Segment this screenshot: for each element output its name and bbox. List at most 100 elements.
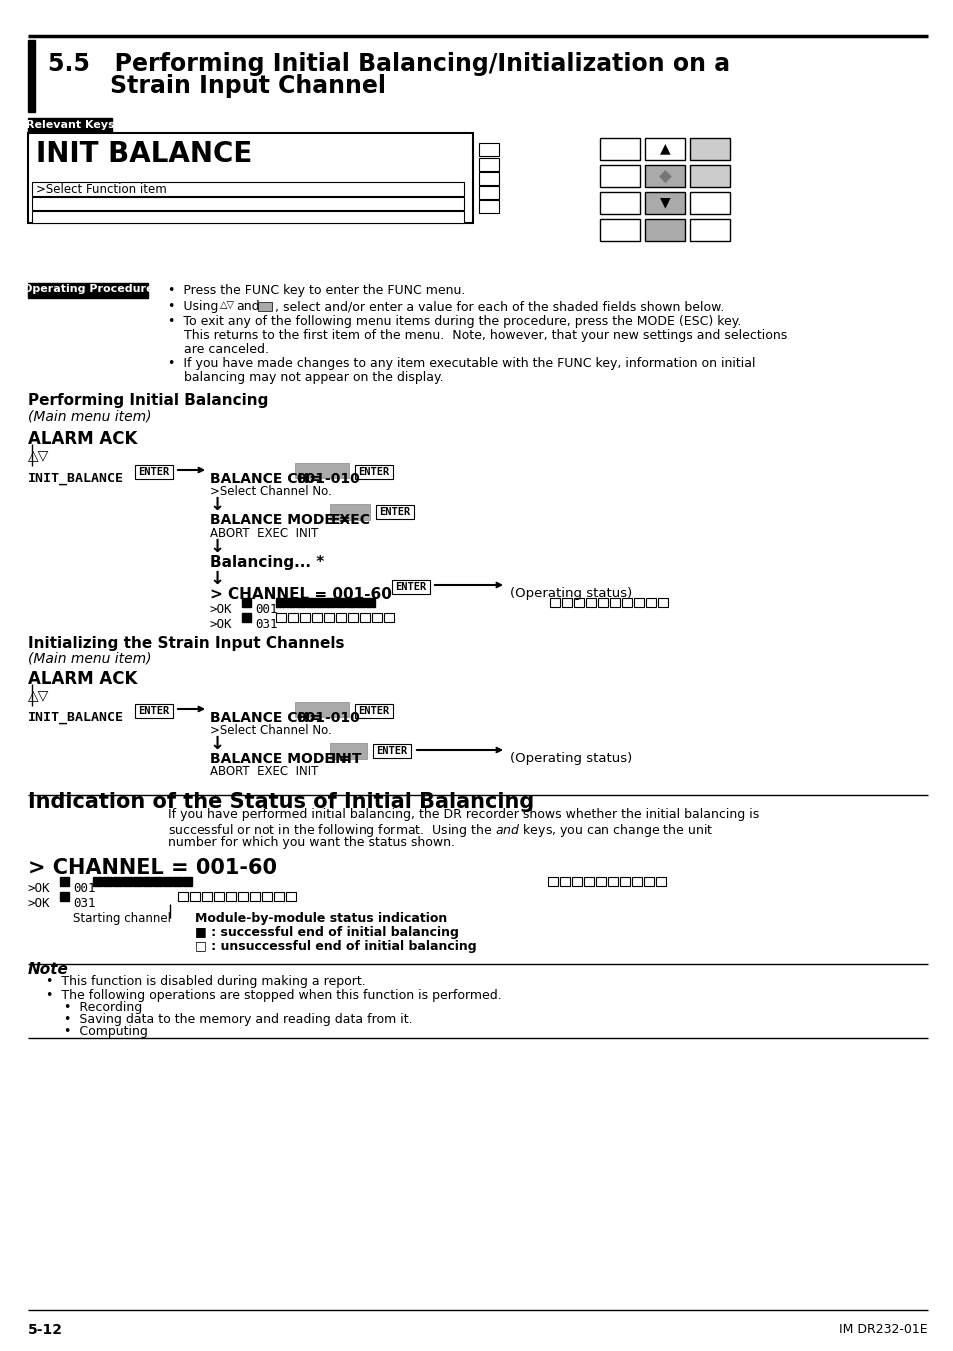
Text: □ : unsuccessful end of initial balancing: □ : unsuccessful end of initial balancin…	[194, 940, 476, 952]
Text: ◆: ◆	[658, 168, 671, 186]
Text: BALANCE CH=: BALANCE CH=	[210, 711, 320, 725]
Text: INIT_BALANCE: INIT_BALANCE	[28, 471, 124, 485]
Text: >Select Channel No.: >Select Channel No.	[210, 724, 332, 738]
Text: Module-by-module status indication: Module-by-module status indication	[194, 912, 447, 925]
Bar	[634, 598, 643, 607]
Text: 001-010: 001-010	[295, 711, 359, 725]
Text: 5.5   Performing Initial Balancing/Initialization on a: 5.5 Performing Initial Balancing/Initial…	[48, 51, 729, 76]
Text: INIT BALANCE: INIT BALANCE	[36, 141, 252, 168]
Text: ENTER: ENTER	[358, 707, 389, 716]
Text: (Main menu item): (Main menu item)	[28, 653, 152, 666]
Bar	[295, 598, 305, 607]
Bar	[60, 877, 69, 886]
Bar	[375, 505, 414, 519]
Bar	[372, 613, 381, 621]
Text: >OK: >OK	[210, 603, 233, 616]
Bar	[306, 598, 314, 607]
Bar	[384, 613, 394, 621]
Bar	[644, 138, 684, 159]
Text: Balancing... *: Balancing... *	[210, 555, 324, 570]
Text: (Main menu item): (Main menu item)	[28, 409, 152, 424]
Text: 5-12: 5-12	[28, 1323, 63, 1337]
Bar	[28, 118, 112, 132]
Bar	[559, 877, 569, 886]
Bar	[598, 598, 607, 607]
Text: BALANCE MODE =: BALANCE MODE =	[210, 753, 355, 766]
Bar	[172, 877, 182, 886]
Bar	[478, 172, 498, 185]
Text: > CHANNEL = 001-60: > CHANNEL = 001-60	[210, 586, 392, 603]
Bar	[645, 598, 656, 607]
Bar	[689, 192, 729, 213]
Bar	[478, 158, 498, 172]
Text: 001: 001	[73, 882, 95, 894]
Bar	[286, 892, 295, 901]
Bar	[152, 877, 162, 886]
Bar	[478, 143, 498, 155]
Bar	[644, 219, 684, 240]
Text: ABORT  EXEC  INIT: ABORT EXEC INIT	[210, 527, 318, 540]
Text: ↓: ↓	[210, 496, 225, 513]
Text: INIT_BALANCE: INIT_BALANCE	[28, 711, 124, 724]
Text: •  The following operations are stopped when this function is performed.: • The following operations are stopped w…	[46, 989, 501, 1002]
Text: BALANCE MODE =: BALANCE MODE =	[210, 513, 355, 527]
Bar	[135, 465, 172, 480]
Bar	[599, 165, 639, 186]
Bar	[288, 613, 297, 621]
Text: △▽: △▽	[28, 688, 50, 703]
Bar	[621, 598, 631, 607]
Bar	[143, 877, 152, 886]
Bar	[190, 892, 200, 901]
Bar	[92, 877, 102, 886]
Bar	[60, 892, 69, 901]
Bar	[619, 877, 629, 886]
Text: and: and	[235, 300, 259, 313]
Bar	[596, 877, 605, 886]
Bar	[689, 165, 729, 186]
Text: BALANCE CH=: BALANCE CH=	[210, 471, 320, 486]
Bar	[585, 598, 596, 607]
Text: ▼: ▼	[659, 195, 670, 209]
Bar	[689, 138, 729, 159]
Text: •  Using: • Using	[168, 300, 218, 313]
Bar	[631, 877, 641, 886]
Text: •  Computing: • Computing	[64, 1025, 148, 1038]
Bar	[335, 613, 346, 621]
Bar	[178, 892, 188, 901]
Text: (Operating status): (Operating status)	[510, 586, 632, 600]
Bar	[226, 892, 235, 901]
Text: •  Recording: • Recording	[64, 1001, 142, 1015]
Bar	[355, 704, 393, 717]
Bar	[32, 211, 463, 223]
Text: (Operating status): (Operating status)	[510, 753, 632, 765]
Bar	[135, 704, 172, 717]
Bar	[643, 877, 654, 886]
Text: Starting channel: Starting channel	[73, 912, 171, 925]
Bar	[237, 892, 248, 901]
Bar	[366, 598, 375, 607]
Bar	[274, 892, 284, 901]
Text: IM DR232-01E: IM DR232-01E	[839, 1323, 927, 1336]
Bar	[689, 219, 729, 240]
Text: ENTER: ENTER	[138, 467, 170, 477]
Text: •  To exit any of the following menu items during the procedure, press the MODE : • To exit any of the following menu item…	[168, 315, 740, 328]
Text: Relevant Keys: Relevant Keys	[26, 120, 114, 130]
Bar	[330, 504, 370, 520]
Bar	[355, 465, 393, 480]
Bar	[478, 186, 498, 199]
Bar	[658, 598, 667, 607]
Bar	[644, 192, 684, 213]
Bar	[348, 613, 357, 621]
Bar	[373, 744, 411, 758]
Text: >OK: >OK	[210, 617, 233, 631]
Text: Operating Procedure: Operating Procedure	[23, 284, 153, 295]
Text: number for which you want the status shown.: number for which you want the status sho…	[168, 836, 455, 848]
Bar	[644, 165, 684, 186]
Bar	[183, 877, 192, 886]
Bar	[330, 743, 367, 759]
Bar	[324, 613, 334, 621]
Bar	[574, 598, 583, 607]
Bar	[28, 41, 35, 112]
Bar	[28, 282, 148, 299]
Bar	[294, 703, 349, 717]
